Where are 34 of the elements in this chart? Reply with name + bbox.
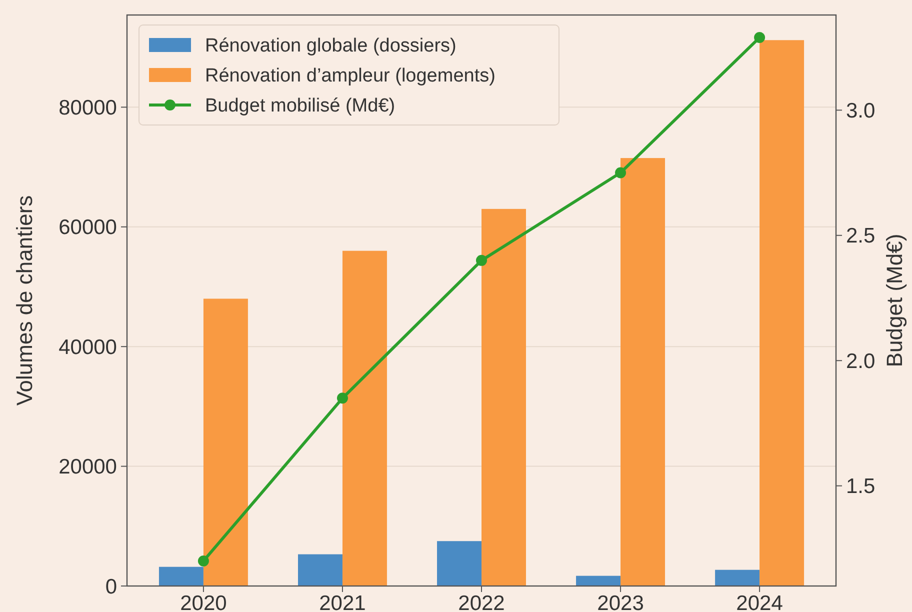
y-tick-label: 0: [105, 575, 117, 598]
bar: [576, 576, 621, 586]
y2-tick-label: 2.0: [846, 350, 876, 373]
point: [476, 254, 487, 266]
legend-label: Rénovation d’ampleur (logements): [205, 66, 496, 87]
legend-label: Rénovation globale (dossiers): [205, 36, 456, 57]
bar: [715, 570, 760, 586]
y-tick-label: 80000: [58, 96, 117, 120]
x-tick-label: 2022: [458, 592, 505, 612]
y2-tick-label: 1.5: [846, 475, 876, 498]
x-tick-label: 2023: [597, 592, 644, 612]
y-tick-label: 60000: [58, 216, 117, 240]
y-tick-label: 40000: [58, 336, 117, 359]
y-tick-label: 20000: [58, 456, 117, 479]
legend-label: Budget mobilisé (Md€): [205, 96, 396, 117]
bar: [482, 208, 526, 586]
bar: [158, 566, 204, 586]
bar: [437, 541, 482, 586]
point: [754, 32, 766, 44]
bar: [760, 40, 804, 586]
y-axis-title: Volumes de chantiers: [12, 195, 37, 406]
bar: [203, 298, 248, 586]
y2-axis-title: Budget (Md€): [882, 234, 907, 368]
y2-tick-label: 3.0: [846, 100, 876, 123]
x-tick-label: 2024: [736, 592, 784, 612]
bar: [620, 158, 666, 586]
point: [336, 392, 348, 404]
bar: [342, 250, 387, 586]
point: [615, 167, 626, 178]
x-tick-label: 2020: [180, 592, 227, 612]
x-tick-label: 2021: [319, 592, 366, 612]
bar: [298, 554, 342, 586]
y2-tick-label: 2.5: [846, 224, 876, 248]
point: [198, 555, 209, 566]
